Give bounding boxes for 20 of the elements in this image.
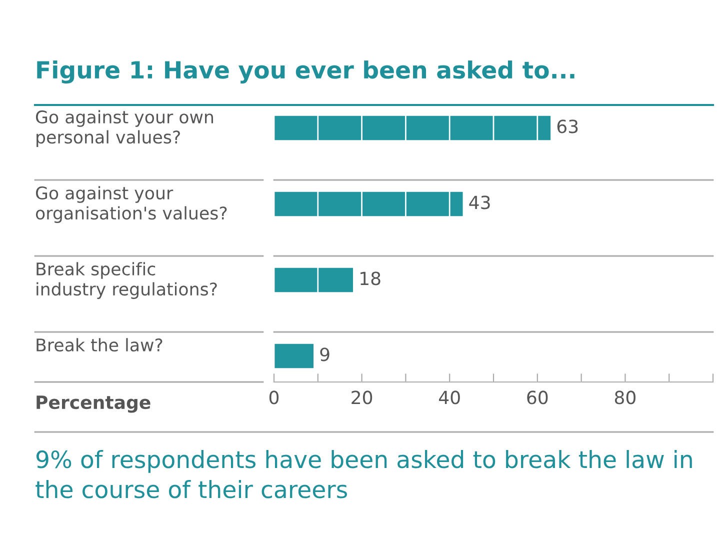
text: 9% of respondents have been asked to break the law in the course of their careers xyxy=(36,450,692,498)
x-tick-label: 60 xyxy=(527,390,548,404)
data-label: 9 xyxy=(320,348,330,362)
data-label: 18 xyxy=(360,272,380,286)
data-label: 63 xyxy=(557,120,578,134)
x-tick-label: 20 xyxy=(352,390,372,404)
y-tick-label: Break the law? xyxy=(36,338,162,352)
data-label: 43 xyxy=(469,196,490,210)
x-tick-label: 40 xyxy=(438,390,460,404)
x-tick-label: 80 xyxy=(614,390,636,404)
y-tick-label: Go against your own personal values? xyxy=(36,110,213,148)
bar xyxy=(274,192,463,216)
y-tick-label: Break specific industry regulations? xyxy=(36,262,217,299)
bar xyxy=(274,344,314,368)
bar xyxy=(274,116,551,140)
bar xyxy=(274,268,354,292)
chart-title: Figure 1: Have you ever been asked to... xyxy=(37,60,574,84)
x-axis-title: Percentage xyxy=(36,396,150,413)
x-tick-label: 0 xyxy=(269,390,279,404)
y-tick-label: Go against your organisation's values? xyxy=(36,186,227,223)
